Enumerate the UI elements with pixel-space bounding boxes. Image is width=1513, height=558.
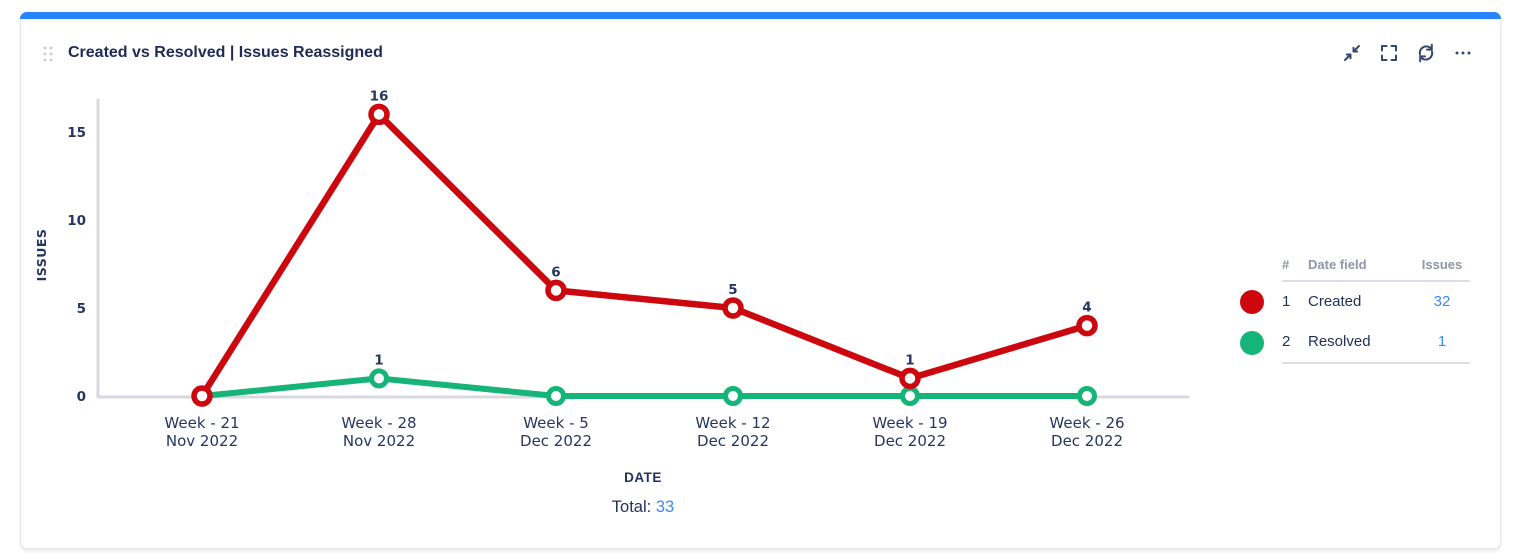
legend-row-created[interactable]: 1 Created 32 (1238, 281, 1470, 322)
legend-row-label: Resolved (1308, 333, 1414, 350)
chart-legend: # Date field Issues 1 Created 32 2 Resol… (1238, 250, 1470, 363)
data-point-created-1[interactable] (371, 106, 387, 122)
total-row: Total: 33 (98, 498, 1188, 517)
y-tick-label: 10 (67, 213, 86, 229)
x-category-label: Week - 26Dec 2022 (1049, 414, 1124, 450)
point-value-label: 6 (551, 264, 560, 280)
data-point-resolved-1[interactable] (372, 371, 387, 386)
point-value-label: 1 (374, 352, 383, 368)
resolved-issues-count-link[interactable]: 1 (1414, 333, 1470, 350)
more-icon (1453, 43, 1473, 66)
x-category-label: Week - 28Nov 2022 (341, 414, 416, 450)
series-line-created (202, 114, 1087, 396)
data-point-resolved-4[interactable] (903, 389, 918, 404)
y-tick-label: 5 (77, 301, 86, 317)
fullscreen-button[interactable] (1377, 42, 1401, 66)
total-label: Total: (612, 498, 651, 516)
x-category-label: Week - 21Nov 2022 (164, 414, 239, 450)
refresh-icon (1416, 43, 1436, 66)
legend-header-num: # (1282, 257, 1308, 272)
created-vs-resolved-line-chart: 051015ISSUESWeek - 21Nov 2022Week - 28No… (30, 85, 1230, 465)
data-point-created-4[interactable] (902, 370, 918, 386)
data-point-resolved-5[interactable] (1080, 389, 1095, 404)
drag-handle-icon[interactable] (42, 45, 54, 63)
refresh-button[interactable] (1414, 42, 1438, 66)
data-point-created-0[interactable] (194, 388, 210, 404)
y-tick-label: 15 (67, 125, 86, 141)
fullscreen-icon (1379, 43, 1399, 66)
y-axis-title: ISSUES (34, 229, 49, 282)
legend-header-issues: Issues (1414, 257, 1470, 272)
minimize-icon (1342, 43, 1362, 66)
x-category-label: Week - 5Dec 2022 (520, 414, 592, 450)
created-issues-count-link[interactable]: 32 (1414, 293, 1470, 310)
data-point-created-5[interactable] (1079, 318, 1095, 334)
widget-title: Created vs Resolved | Issues Reassigned (68, 43, 383, 63)
total-value-link[interactable]: 33 (656, 498, 674, 516)
panel-accent-bar (20, 12, 1501, 19)
minimize-button[interactable] (1340, 42, 1364, 66)
legend-row-resolved[interactable]: 2 Resolved 1 (1238, 322, 1470, 363)
point-value-label: 4 (1082, 300, 1091, 316)
legend-row-num: 2 (1282, 333, 1308, 350)
more-button[interactable] (1451, 42, 1475, 66)
point-value-label: 16 (370, 88, 389, 104)
legend-header-datefield: Date field (1308, 257, 1414, 272)
data-point-created-3[interactable] (725, 300, 741, 316)
point-value-label: 1 (905, 352, 914, 368)
legend-header-row: # Date field Issues (1238, 250, 1470, 281)
x-category-label: Week - 12Dec 2022 (695, 414, 770, 450)
resolved-series-dot (1240, 331, 1264, 355)
dashboard-page: Created vs Resolved | Issues Reassigned (0, 0, 1513, 558)
data-point-created-2[interactable] (548, 282, 564, 298)
series-line-resolved (202, 378, 1087, 396)
gadget-toolbar (1340, 42, 1475, 66)
legend-row-label: Created (1308, 293, 1414, 310)
legend-row-num: 1 (1282, 293, 1308, 310)
data-point-resolved-3[interactable] (726, 389, 741, 404)
point-value-label: 5 (728, 282, 737, 298)
data-point-resolved-2[interactable] (549, 389, 564, 404)
y-tick-label: 0 (77, 389, 86, 405)
x-category-label: Week - 19Dec 2022 (872, 414, 947, 450)
x-axis-title: DATE (98, 470, 1188, 485)
created-series-dot (1240, 290, 1264, 314)
